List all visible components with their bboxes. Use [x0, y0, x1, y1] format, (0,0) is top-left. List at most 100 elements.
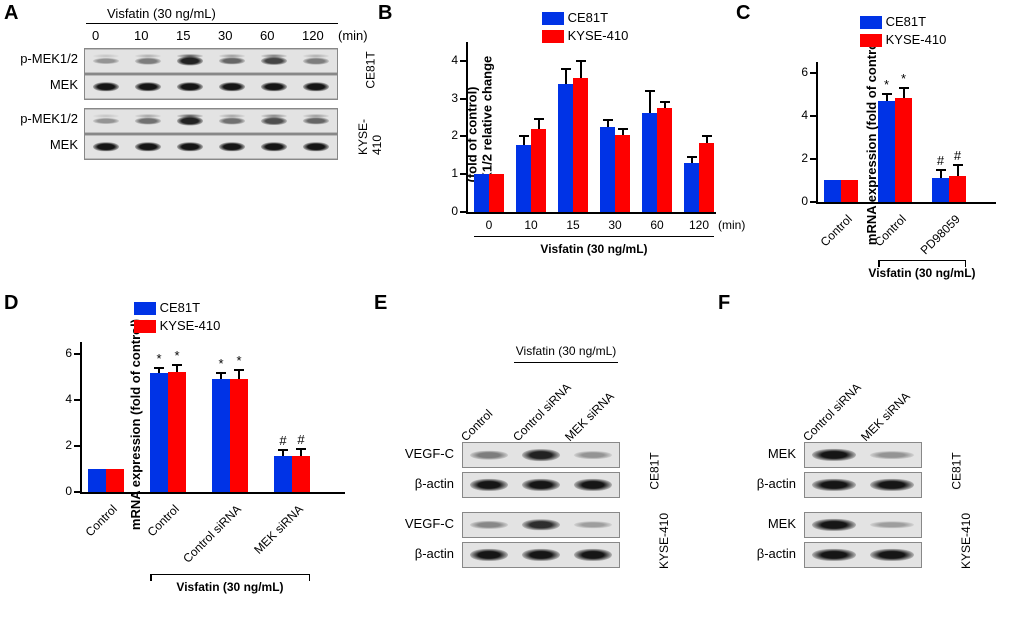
blot-lane — [805, 473, 863, 497]
bar — [88, 469, 106, 492]
legend-swatch — [860, 16, 882, 29]
bar — [600, 127, 615, 212]
legend-swatch — [860, 34, 882, 47]
y-axis-label: (fold of control) — [465, 86, 480, 182]
blot-row — [462, 472, 620, 498]
blot-row-label: p-MEK1/2 — [12, 51, 78, 66]
blot-lane — [805, 443, 863, 467]
blot-row — [462, 512, 620, 538]
sig-annotation: # — [954, 148, 961, 163]
blot-lane — [463, 513, 515, 537]
y-tick-label: 6 — [50, 346, 72, 360]
blot-lane — [863, 543, 921, 567]
blot-lane — [127, 49, 169, 73]
legend-text: KYSE-410 — [882, 32, 946, 47]
x-tick-label: 15 — [566, 218, 579, 232]
blot-row — [462, 442, 620, 468]
y-tick-label: 4 — [786, 108, 808, 122]
blot-col-label: MEK siRNA — [562, 389, 617, 444]
bar — [558, 84, 573, 212]
blot-row — [804, 472, 922, 498]
y-tick-label: 4 — [436, 53, 458, 67]
blot-lane — [515, 513, 567, 537]
bar — [212, 379, 230, 492]
blot-lane — [567, 443, 619, 467]
blot-lane — [169, 135, 211, 159]
blot-lane — [253, 49, 295, 73]
blot-col-label: MEK siRNA — [858, 389, 913, 444]
blot-row-label: β-actin — [734, 546, 796, 561]
y-tick-label: 2 — [50, 438, 72, 452]
panel-b-chart: 01234p-MEK1/2 relative change(fold of co… — [402, 10, 722, 270]
bar — [932, 178, 949, 202]
blot-lane — [463, 543, 515, 567]
blot-row-label: β-actin — [392, 476, 454, 491]
bar — [489, 174, 504, 212]
x-tick-label: 120 — [689, 218, 709, 232]
legend-swatch — [542, 30, 564, 43]
blot-lane — [463, 473, 515, 497]
sig-annotation: # — [279, 433, 286, 448]
blot-row — [804, 512, 922, 538]
blot-lane — [211, 135, 253, 159]
blot-lane — [567, 473, 619, 497]
sig-annotation: # — [297, 432, 304, 447]
blot-lane — [253, 75, 295, 99]
legend-text: KYSE-410 — [156, 318, 220, 333]
panel-a-treatment-underline — [86, 23, 338, 24]
sig-annotation: * — [156, 351, 161, 366]
blot-lane — [169, 109, 211, 133]
blot-lane — [863, 443, 921, 467]
sig-annotation: * — [901, 71, 906, 86]
blot-lane — [253, 109, 295, 133]
blot-row-label: VEGF-C — [392, 446, 454, 461]
sig-annotation: * — [236, 353, 241, 368]
blot-lane — [567, 543, 619, 567]
legend-swatch — [134, 302, 156, 315]
bar — [516, 145, 531, 212]
y-tick-label: 0 — [50, 484, 72, 498]
x-tick-label: 30 — [608, 218, 621, 232]
panel-e-label: E — [374, 292, 387, 315]
bar — [657, 108, 672, 212]
sig-annotation: * — [174, 348, 179, 363]
blot-lane — [211, 109, 253, 133]
panel-c-chart: 0246mRNA expression (fold of control) CE… — [760, 10, 1010, 280]
bar — [531, 129, 546, 212]
blot-row-label: p-MEK1/2 — [12, 111, 78, 126]
panel-d-chart: 0246mRNA expression (fold of control) CE… — [24, 300, 354, 605]
panel-a-time: 30 — [218, 28, 232, 43]
blot-lane — [863, 473, 921, 497]
legend-item: KYSE-410 — [542, 28, 628, 43]
y-tick-label: 3 — [436, 91, 458, 105]
cellline-label: KYSE-410 — [657, 513, 671, 569]
panel-a-time: 10 — [134, 28, 148, 43]
y-tick-label: 0 — [786, 194, 808, 208]
blot-lane — [295, 109, 337, 133]
treatment-label: Visfatin (30 ng/mL) — [868, 266, 975, 280]
y-tick-label: 4 — [50, 392, 72, 406]
blot-row — [804, 442, 922, 468]
blot-lane — [85, 75, 127, 99]
blot-row-label: β-actin — [734, 476, 796, 491]
legend-text: CE81T — [882, 14, 926, 29]
treatment-bracket — [150, 574, 310, 575]
panel-d-label: D — [4, 292, 18, 315]
bar — [168, 372, 186, 492]
panel-f-label: F — [718, 292, 730, 315]
legend-text: CE81T — [156, 300, 200, 315]
cellline-label: KYSE-410 — [959, 513, 973, 569]
bar — [949, 176, 966, 202]
blot-row-label: MEK — [12, 137, 78, 152]
panel-a-blot: Visfatin (30 ng/mL) (min) 010153060120 p… — [12, 6, 350, 256]
blot-lane — [863, 513, 921, 537]
panel-a-time: 0 — [92, 28, 99, 43]
blot-lane — [127, 109, 169, 133]
bar — [824, 180, 841, 202]
bar — [150, 373, 168, 492]
blot-lane — [463, 443, 515, 467]
y-tick-label: 6 — [786, 65, 808, 79]
sig-annotation: * — [884, 77, 889, 92]
blot-row-label: MEK — [734, 446, 796, 461]
bar — [573, 78, 588, 212]
